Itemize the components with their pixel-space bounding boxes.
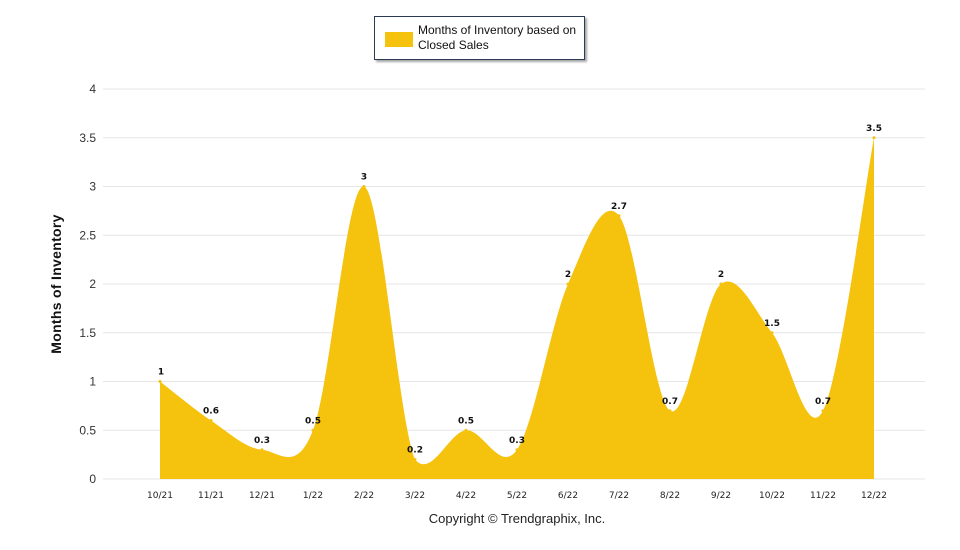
- x-tick-label: 7/22: [609, 491, 629, 501]
- x-tick-label: 3/22: [405, 491, 425, 501]
- y-tick-label: 3.5: [79, 131, 96, 145]
- y-axis-title: Months of Inventory: [48, 214, 64, 354]
- data-label: 0.5: [305, 416, 321, 426]
- y-tick-label: 3: [89, 180, 96, 194]
- data-label: 0.3: [254, 436, 270, 446]
- data-label: 0.7: [662, 397, 678, 407]
- x-tick-label: 12/21: [249, 491, 275, 501]
- data-label: 3: [361, 173, 367, 183]
- x-tick-label: 10/22: [759, 491, 785, 501]
- data-point: [158, 380, 162, 383]
- x-tick-label: 5/22: [507, 491, 527, 501]
- x-axis-ticks: 10/21 11/21 12/21 1/22 2/22 3/22 4/22 5/22 6/22 7…: [147, 491, 887, 501]
- data-point: [464, 428, 468, 432]
- data-point: [311, 428, 315, 432]
- data-label: 3.5: [866, 124, 882, 134]
- grid-lines: [103, 88, 925, 480]
- x-tick-label: 6/22: [558, 491, 578, 501]
- data-point: [566, 282, 570, 286]
- x-tick-label: 11/21: [198, 491, 224, 501]
- x-tick-label: 1/22: [303, 491, 323, 501]
- data-label: 0.7: [815, 397, 831, 407]
- y-tick-label: 4: [89, 82, 96, 96]
- y-tick-label: 0: [89, 472, 96, 486]
- data-label: 2: [565, 270, 571, 280]
- y-tick-label: 2.5: [79, 228, 96, 242]
- x-tick-label: 4/22: [456, 491, 476, 501]
- x-tick-label: 2/22: [354, 491, 374, 501]
- y-tick-label: 0.5: [79, 423, 96, 437]
- data-point: [719, 282, 723, 286]
- data-point: [668, 409, 672, 413]
- area-series: [160, 137, 874, 479]
- data-point: [260, 448, 264, 452]
- data-label: 0.6: [203, 407, 219, 417]
- x-tick-label: 9/22: [711, 491, 731, 501]
- x-tick-label: 10/21: [147, 491, 173, 501]
- x-tick-label: 8/22: [660, 491, 680, 501]
- data-label: 2: [718, 270, 724, 280]
- data-label: 1: [158, 368, 164, 378]
- legend-label: Months of Inventory based on Closed Sale…: [418, 23, 577, 52]
- y-tick-label: 1.5: [79, 326, 96, 340]
- data-label: 0.2: [407, 446, 423, 456]
- data-point: [770, 331, 774, 335]
- data-point: [362, 185, 366, 188]
- legend-swatch: [385, 32, 413, 47]
- data-label: 0.3: [509, 436, 525, 446]
- y-tick-label: 1: [89, 375, 96, 389]
- y-axis-ticks: 0 0.5 1 1.5 2 2.5 3 3.5 4: [79, 82, 96, 486]
- copyright-text: Copyright © Trendgraphix, Inc.: [428, 511, 606, 526]
- data-label: 2.7: [611, 202, 627, 212]
- data-point: [821, 409, 825, 413]
- x-tick-label: 11/22: [810, 491, 836, 501]
- data-point: [413, 458, 417, 461]
- data-point: [617, 214, 621, 218]
- data-point: [515, 448, 519, 452]
- y-tick-label: 2: [89, 277, 96, 291]
- plot-area: [158, 136, 876, 479]
- data-label: 0.5: [458, 416, 474, 426]
- x-tick-label: 12/22: [861, 491, 887, 501]
- data-point: [209, 419, 213, 422]
- data-label: 1.5: [764, 319, 780, 329]
- legend[interactable]: Months of Inventory based on Closed Sale…: [374, 16, 585, 60]
- data-labels: 1 0.6 0.3 0.5 3 0.2 0.5 0.3 2 2.7 0.7 2 1.5 0.7 3.5: [158, 124, 882, 456]
- data-point: [872, 136, 876, 140]
